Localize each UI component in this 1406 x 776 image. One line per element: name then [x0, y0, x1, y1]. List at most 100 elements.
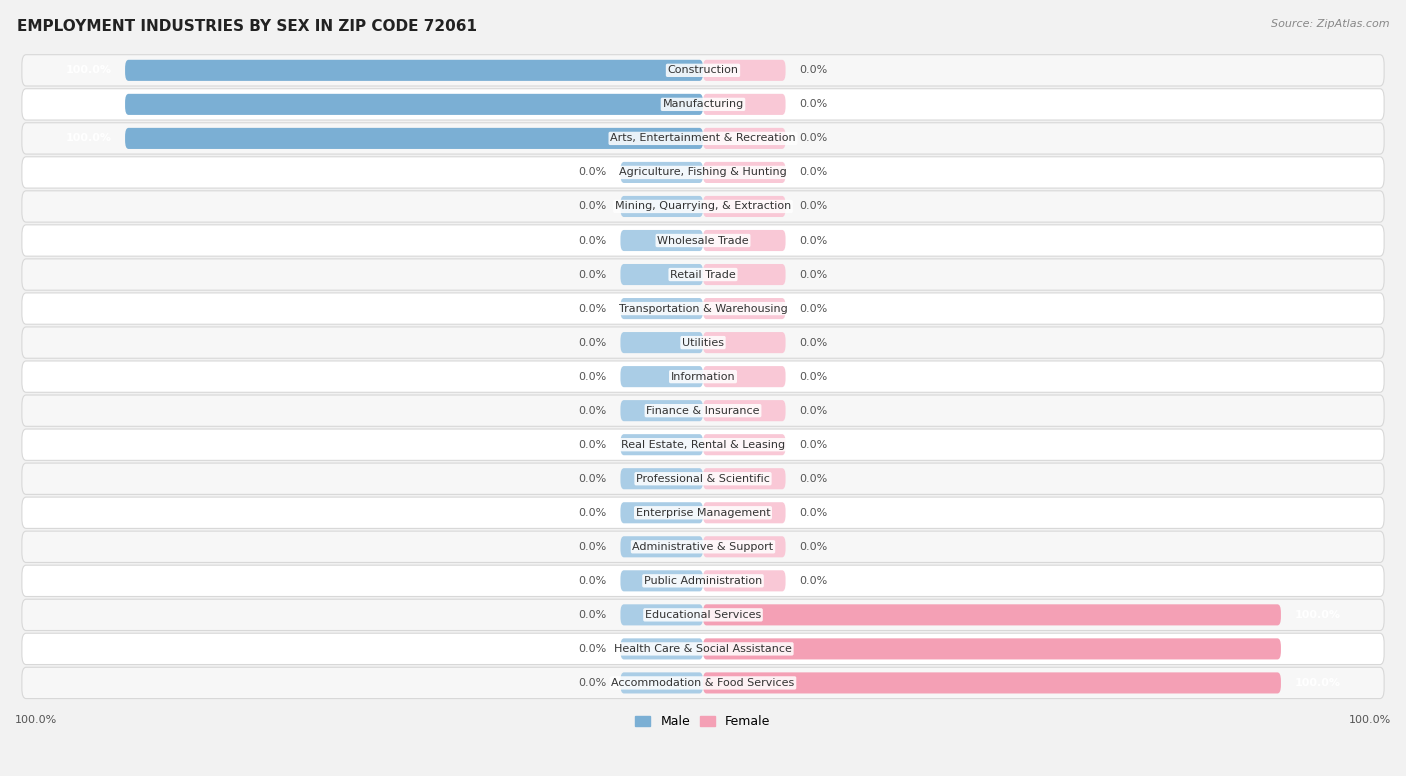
Text: Utilities: Utilities [682, 338, 724, 348]
FancyBboxPatch shape [703, 298, 786, 319]
FancyBboxPatch shape [620, 570, 703, 591]
Text: Public Administration: Public Administration [644, 576, 762, 586]
FancyBboxPatch shape [620, 366, 703, 387]
FancyBboxPatch shape [620, 639, 703, 660]
Text: 0.0%: 0.0% [800, 406, 828, 416]
Text: 0.0%: 0.0% [578, 508, 606, 518]
FancyBboxPatch shape [22, 531, 1384, 563]
Text: 0.0%: 0.0% [800, 508, 828, 518]
Text: Mining, Quarrying, & Extraction: Mining, Quarrying, & Extraction [614, 202, 792, 212]
Text: Health Care & Social Assistance: Health Care & Social Assistance [614, 644, 792, 654]
Text: 100.0%: 100.0% [1348, 715, 1391, 726]
Text: 0.0%: 0.0% [578, 338, 606, 348]
Text: 0.0%: 0.0% [578, 473, 606, 483]
FancyBboxPatch shape [620, 298, 703, 319]
Text: 100.0%: 100.0% [65, 133, 111, 144]
FancyBboxPatch shape [703, 434, 786, 456]
FancyBboxPatch shape [703, 672, 1281, 694]
Text: 0.0%: 0.0% [578, 644, 606, 654]
FancyBboxPatch shape [22, 599, 1384, 631]
Text: Accommodation & Food Services: Accommodation & Food Services [612, 678, 794, 688]
Text: 0.0%: 0.0% [800, 269, 828, 279]
Text: 0.0%: 0.0% [578, 406, 606, 416]
Text: Transportation & Warehousing: Transportation & Warehousing [619, 303, 787, 314]
FancyBboxPatch shape [620, 502, 703, 523]
FancyBboxPatch shape [22, 463, 1384, 494]
Text: Wholesale Trade: Wholesale Trade [657, 235, 749, 245]
Text: 0.0%: 0.0% [578, 678, 606, 688]
Text: 100.0%: 100.0% [15, 715, 58, 726]
FancyBboxPatch shape [22, 565, 1384, 597]
FancyBboxPatch shape [703, 94, 786, 115]
Text: 100.0%: 100.0% [1295, 610, 1341, 620]
FancyBboxPatch shape [22, 157, 1384, 188]
Text: Educational Services: Educational Services [645, 610, 761, 620]
Text: 100.0%: 100.0% [1295, 644, 1341, 654]
FancyBboxPatch shape [703, 196, 786, 217]
Text: Arts, Entertainment & Recreation: Arts, Entertainment & Recreation [610, 133, 796, 144]
Text: 0.0%: 0.0% [800, 65, 828, 75]
Text: 0.0%: 0.0% [800, 542, 828, 552]
Text: 0.0%: 0.0% [800, 440, 828, 450]
FancyBboxPatch shape [22, 667, 1384, 698]
Text: Construction: Construction [668, 65, 738, 75]
FancyBboxPatch shape [703, 536, 786, 557]
FancyBboxPatch shape [620, 468, 703, 490]
Text: 0.0%: 0.0% [578, 202, 606, 212]
Text: 0.0%: 0.0% [800, 235, 828, 245]
FancyBboxPatch shape [620, 434, 703, 456]
Text: Enterprise Management: Enterprise Management [636, 508, 770, 518]
FancyBboxPatch shape [125, 128, 703, 149]
Text: Information: Information [671, 372, 735, 382]
Text: Professional & Scientific: Professional & Scientific [636, 473, 770, 483]
Text: 0.0%: 0.0% [578, 372, 606, 382]
FancyBboxPatch shape [620, 230, 703, 251]
FancyBboxPatch shape [22, 191, 1384, 222]
Text: 0.0%: 0.0% [578, 576, 606, 586]
Text: 0.0%: 0.0% [800, 372, 828, 382]
FancyBboxPatch shape [703, 60, 786, 81]
FancyBboxPatch shape [620, 332, 703, 353]
Text: 0.0%: 0.0% [578, 168, 606, 178]
FancyBboxPatch shape [22, 497, 1384, 528]
FancyBboxPatch shape [620, 672, 703, 694]
Text: Agriculture, Fishing & Hunting: Agriculture, Fishing & Hunting [619, 168, 787, 178]
FancyBboxPatch shape [22, 633, 1384, 664]
FancyBboxPatch shape [22, 225, 1384, 256]
Text: 0.0%: 0.0% [800, 303, 828, 314]
FancyBboxPatch shape [22, 361, 1384, 393]
Text: 0.0%: 0.0% [800, 576, 828, 586]
FancyBboxPatch shape [703, 639, 1281, 660]
Text: 0.0%: 0.0% [800, 99, 828, 109]
FancyBboxPatch shape [703, 332, 786, 353]
FancyBboxPatch shape [620, 162, 703, 183]
Text: 100.0%: 100.0% [65, 99, 111, 109]
FancyBboxPatch shape [22, 123, 1384, 154]
Text: EMPLOYMENT INDUSTRIES BY SEX IN ZIP CODE 72061: EMPLOYMENT INDUSTRIES BY SEX IN ZIP CODE… [17, 19, 477, 34]
FancyBboxPatch shape [703, 468, 786, 490]
Text: 0.0%: 0.0% [578, 440, 606, 450]
Text: Retail Trade: Retail Trade [671, 269, 735, 279]
Text: Manufacturing: Manufacturing [662, 99, 744, 109]
Text: 0.0%: 0.0% [578, 542, 606, 552]
Text: Administrative & Support: Administrative & Support [633, 542, 773, 552]
FancyBboxPatch shape [620, 536, 703, 557]
FancyBboxPatch shape [703, 366, 786, 387]
FancyBboxPatch shape [703, 264, 786, 285]
Text: 100.0%: 100.0% [1295, 678, 1341, 688]
FancyBboxPatch shape [703, 128, 786, 149]
FancyBboxPatch shape [620, 400, 703, 421]
Text: Source: ZipAtlas.com: Source: ZipAtlas.com [1271, 19, 1389, 29]
Text: 0.0%: 0.0% [578, 235, 606, 245]
FancyBboxPatch shape [620, 264, 703, 285]
FancyBboxPatch shape [22, 293, 1384, 324]
Text: 0.0%: 0.0% [800, 133, 828, 144]
FancyBboxPatch shape [620, 605, 703, 625]
Text: 0.0%: 0.0% [578, 303, 606, 314]
FancyBboxPatch shape [703, 162, 786, 183]
Text: Real Estate, Rental & Leasing: Real Estate, Rental & Leasing [621, 440, 785, 450]
FancyBboxPatch shape [620, 196, 703, 217]
FancyBboxPatch shape [703, 230, 786, 251]
FancyBboxPatch shape [703, 570, 786, 591]
FancyBboxPatch shape [22, 88, 1384, 120]
